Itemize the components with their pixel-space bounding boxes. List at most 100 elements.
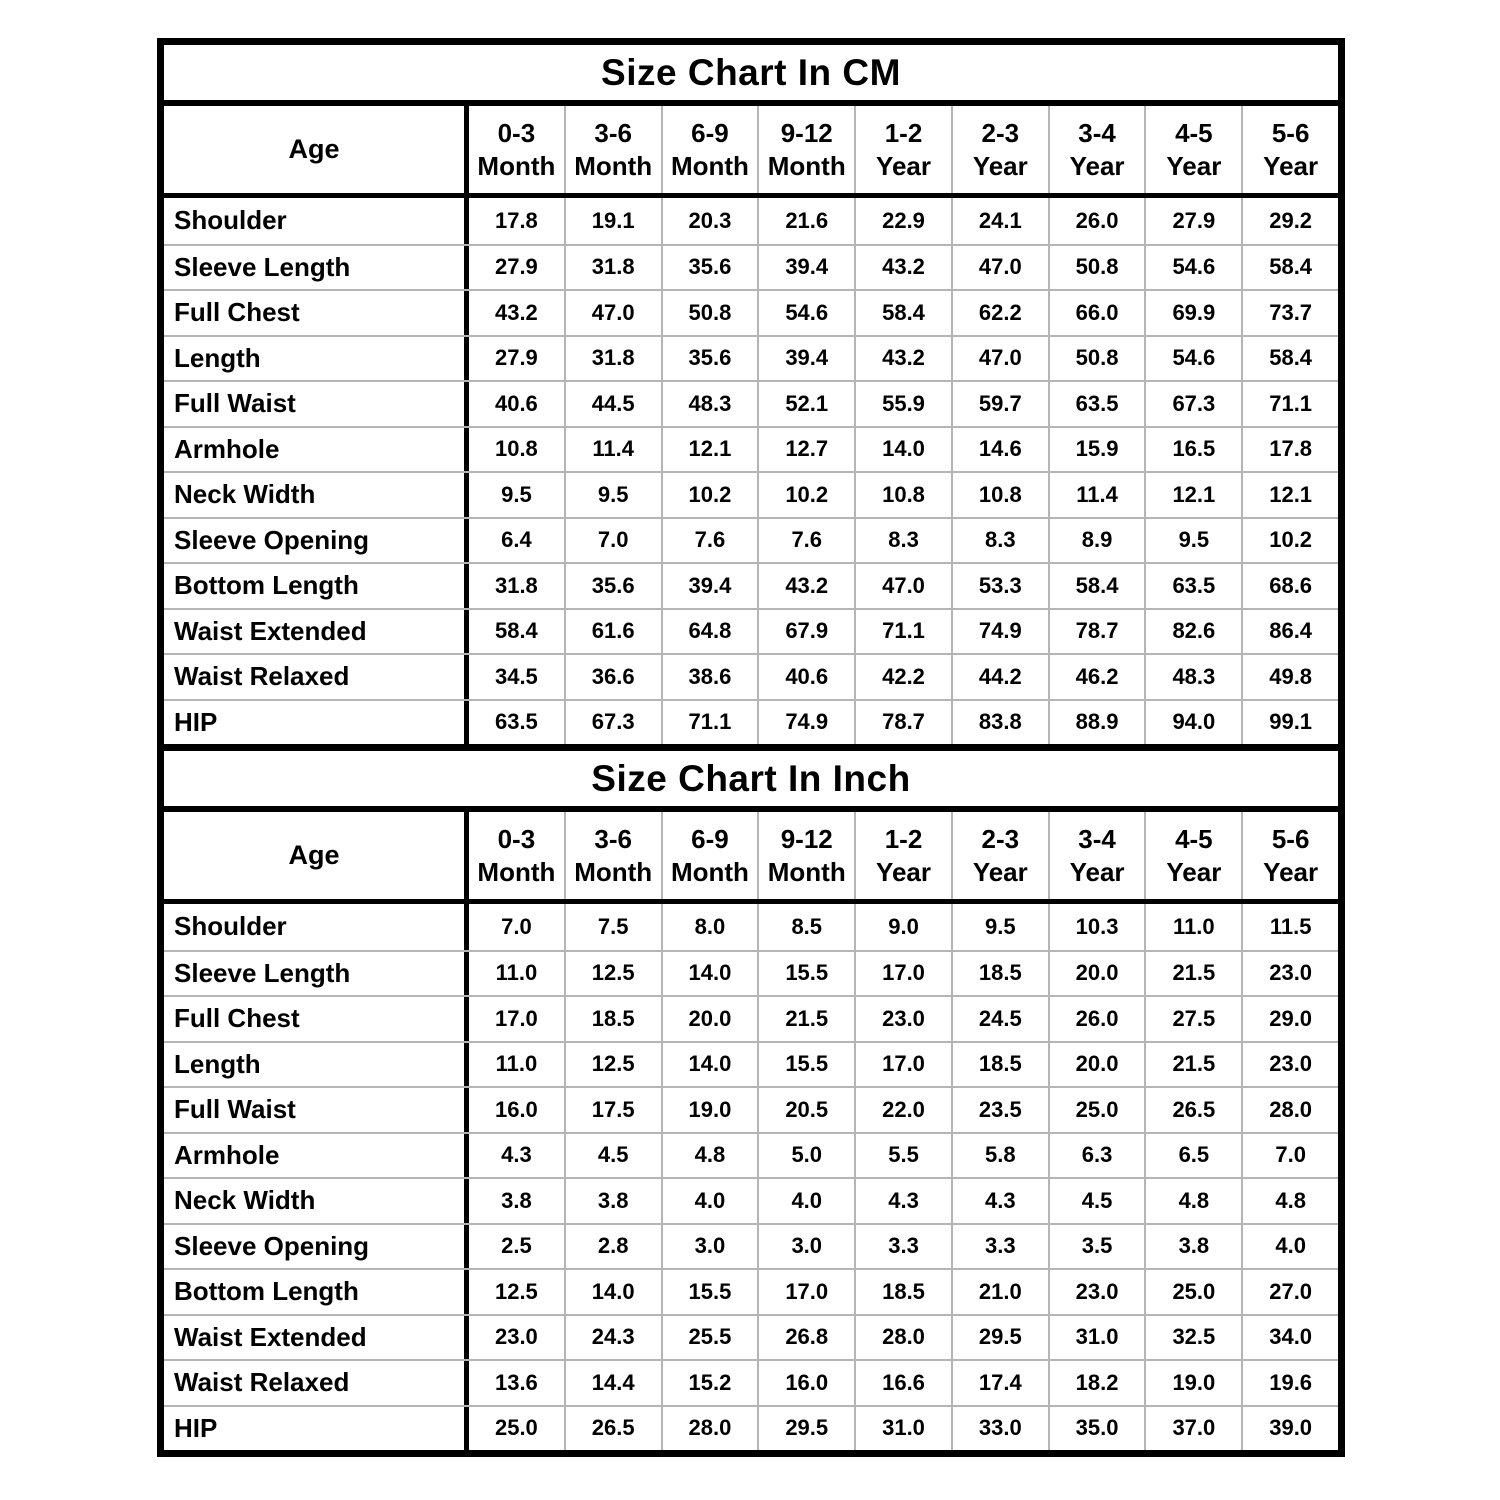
value-cell: 15.5 [757, 951, 854, 995]
value-cell: 4.8 [1241, 1179, 1338, 1223]
value-cell: 14.4 [563, 1361, 661, 1405]
value-cell: 35.6 [563, 564, 661, 608]
value-cell: 73.7 [1241, 291, 1338, 335]
value-cell: 78.7 [854, 700, 951, 744]
row-label-cell: Waist Extended [164, 1315, 469, 1359]
value-cell: 18.5 [854, 1270, 951, 1314]
value-cell: 88.9 [1047, 700, 1145, 744]
value-cell: 9.5 [950, 904, 1048, 950]
value-cell: 12.7 [757, 427, 854, 471]
column-header-cell: 9-12 Month [757, 106, 854, 193]
row-label-cell: HIP [164, 1406, 469, 1450]
age-unit-label: Year [1069, 151, 1125, 182]
value-cell: 9.5 [563, 473, 661, 517]
value-cell: 17.0 [757, 1270, 854, 1314]
value-cell: 4.0 [660, 1179, 758, 1223]
value-cell: 25.0 [1144, 1270, 1241, 1314]
value-cell: 29.5 [950, 1315, 1048, 1359]
value-cell: 20.3 [660, 198, 758, 244]
value-cell: 26.5 [563, 1406, 661, 1450]
table-row: Neck Width 9.5 9.5 10.2 10.2 10.8 10.8 11.4 12.1… [164, 471, 1338, 517]
value-cell: 6.4 [501, 527, 532, 553]
value-cell: 34.0 [1241, 1315, 1338, 1359]
value-cell: 32.5 [1144, 1315, 1241, 1359]
value-cell: 12.1 [660, 427, 758, 471]
value-cell: 40.6 [494, 390, 538, 416]
value-cell: 16.0 [757, 1361, 854, 1405]
value-cell: 23.0 [494, 1324, 538, 1350]
column-header-cell: 4-5 Year [1144, 812, 1241, 899]
column-header-cell: 5-6 Year [1241, 106, 1338, 193]
age-unit-label: Year [972, 151, 1028, 182]
value-cell: 19.1 [563, 198, 661, 244]
row-label-cell: Full Waist [164, 1088, 469, 1132]
column-header-cell: 3-6 Month [563, 812, 661, 899]
value-cell: 4.5 [1047, 1179, 1145, 1223]
age-unit-label: Month [670, 857, 749, 888]
value-cell: 7.6 [757, 518, 854, 562]
value-cell: 17.0 [854, 951, 951, 995]
value-cell: 67.9 [757, 609, 854, 653]
column-header-cell: 3-4 Year [1047, 106, 1145, 193]
table-row: Sleeve Length 27.9 31.8 35.6 39.4 43.2 47.0 50.… [164, 243, 1338, 289]
age-range-label: 6-9 [691, 117, 729, 148]
table-row: Neck Width 3.8 3.8 4.0 4.0 4.3 4.3 4.5 4.8 4.8 [164, 1177, 1338, 1223]
value-cell: 4.3 [501, 1142, 532, 1168]
value-cell: 14.0 [854, 427, 951, 471]
value-cell: 20.5 [757, 1088, 854, 1132]
value-cell: 82.6 [1144, 609, 1241, 653]
value-cell: 63.5 [1047, 382, 1145, 426]
column-header-cell: 1-2 Year [854, 812, 951, 899]
value-cell: 31.0 [1047, 1315, 1145, 1359]
row-label-cell: Sleeve Opening [164, 518, 469, 562]
value-cell: 13.6 [494, 1369, 538, 1395]
value-cell: 48.3 [660, 382, 758, 426]
age-unit-label: Year [1166, 857, 1222, 888]
value-cell: 71.1 [660, 700, 758, 744]
value-cell: 3.3 [950, 1224, 1048, 1268]
value-cell: 11.0 [495, 960, 538, 986]
age-range-label: 3-4 [1078, 823, 1116, 854]
value-cell: 15.9 [1047, 427, 1145, 471]
column-header-cell: 3-6 Month [563, 106, 661, 193]
value-cell: 47.0 [950, 245, 1048, 289]
value-cell: 99.1 [1241, 700, 1338, 744]
value-cell: 29.0 [1241, 997, 1338, 1041]
value-cell: 19.0 [1144, 1361, 1241, 1405]
value-cell: 54.6 [1144, 245, 1241, 289]
value-cell: 8.3 [854, 518, 951, 562]
value-cell: 19.6 [1241, 1361, 1338, 1405]
value-cell: 14.0 [660, 951, 758, 995]
table-row: Sleeve Length 11.0 12.5 14.0 15.5 17.0 18.5 20.… [164, 949, 1338, 995]
table-row: Full Chest 43.2 47.0 50.8 54.6 58.4 62.2 66.0 69… [164, 289, 1338, 335]
value-cell: 40.6 [757, 655, 854, 699]
value-cell: 47.0 [563, 291, 661, 335]
value-cell: 39.4 [660, 564, 758, 608]
value-cell: 31.8 [563, 336, 661, 380]
table-row: Waist Relaxed 13.6 14.4 15.2 16.0 16.6 17.4 18.… [164, 1359, 1338, 1405]
value-cell: 5.0 [757, 1133, 854, 1177]
value-cell: 67.3 [1144, 382, 1241, 426]
row-label-cell: Waist Relaxed [164, 655, 469, 699]
value-cell: 31.8 [494, 572, 538, 598]
value-cell: 25.5 [660, 1315, 758, 1359]
value-cell: 50.8 [1047, 245, 1145, 289]
value-cell: 23.5 [950, 1088, 1048, 1132]
value-cell: 17.5 [563, 1088, 661, 1132]
age-range-label: 1-2 [884, 117, 923, 148]
value-cell: 2.5 [501, 1233, 532, 1259]
row-label-cell: Neck Width [164, 473, 469, 517]
column-header-cell: 0-3 Month [469, 812, 564, 899]
age-range-label: 5-6 [1271, 117, 1310, 148]
value-cell: 44.5 [563, 382, 661, 426]
value-cell: 31.8 [563, 245, 661, 289]
row-label-cell: Full Waist [164, 382, 469, 426]
value-cell: 58.4 [1047, 564, 1145, 608]
row-label-cell: Bottom Length [164, 564, 469, 608]
value-cell: 23.0 [1241, 1042, 1338, 1086]
age-unit-label: Month [477, 857, 556, 888]
value-cell: 27.9 [494, 254, 538, 280]
value-cell: 21.6 [757, 198, 854, 244]
age-unit-label: Month [767, 151, 846, 182]
column-header-cell: 0-3 Month [469, 106, 564, 193]
